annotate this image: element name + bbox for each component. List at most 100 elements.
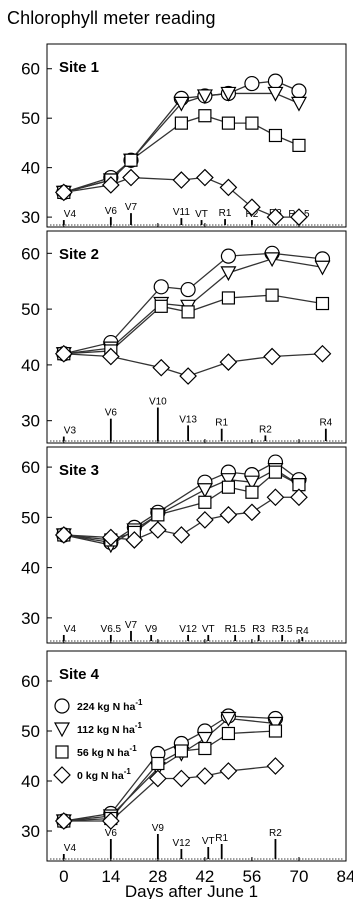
x-tick-label: 70 <box>290 867 309 886</box>
data-point-diamond <box>172 171 191 189</box>
y-tick-label: 30 <box>21 208 40 227</box>
data-point-triangle-down <box>220 86 237 102</box>
data-point-triangle-down <box>173 96 190 112</box>
legend-label: 0 kg N ha-1 <box>77 767 131 782</box>
stage-label: VT <box>202 836 215 847</box>
data-point-diamond <box>263 347 281 366</box>
data-point-square <box>124 153 138 167</box>
data-point-square <box>174 116 188 130</box>
data-point-square <box>315 296 330 311</box>
data-point-circle <box>244 75 260 92</box>
x-tick-label: 14 <box>101 867 120 886</box>
x-tick-label: 84 <box>337 867 353 886</box>
stage-label: V10 <box>149 397 167 408</box>
y-tick-label: 50 <box>21 109 40 128</box>
stage-label: V6 <box>105 828 118 839</box>
stage-label: V9 <box>152 823 165 834</box>
stage-label: R1 <box>215 833 228 844</box>
data-point-diamond <box>101 528 120 547</box>
data-point-square <box>221 291 236 305</box>
y-tick-label: 30 <box>21 609 40 628</box>
data-point-square <box>268 465 283 479</box>
stage-label: V7 <box>125 620 138 631</box>
series-line-diamond <box>63 496 299 541</box>
stage-label: R3 <box>252 624 265 635</box>
data-point-diamond <box>219 178 238 197</box>
y-tick-label: 30 <box>21 412 40 431</box>
data-point-circle <box>291 83 307 99</box>
stage-label: VT <box>202 624 215 635</box>
data-point-diamond <box>196 168 214 187</box>
data-point-square <box>245 116 259 130</box>
y-tick-label: 40 <box>21 159 40 178</box>
stage-label: V3 <box>64 426 77 437</box>
data-point-square <box>151 508 165 522</box>
panel-site-1: 30405060V4V6V7V11VTR1R2R3R3.5Site 1 <box>21 43 347 228</box>
panel-label: Site 4 <box>59 666 100 683</box>
data-point-diamond <box>101 347 120 366</box>
data-point-diamond <box>122 168 140 187</box>
legend-marker-diamond <box>53 766 71 784</box>
panel-label: Site 3 <box>59 462 99 479</box>
legend-label: 112 kg N ha-1 <box>77 721 142 736</box>
legend-marker-circle <box>54 698 70 714</box>
panel-site-3: 30 40 50 60 V4 V6.5 V7 V9 V12 VT R1.5 R3 R3.5 R4 Site … <box>21 446 347 644</box>
data-point-diamond <box>243 503 261 522</box>
x-axis-label: Days after June 1 <box>125 882 258 899</box>
data-point-circle <box>180 281 196 298</box>
stage-label: R1.5 <box>225 624 247 635</box>
data-point-square <box>265 288 279 302</box>
data-point-square <box>221 726 236 741</box>
stage-label: VT <box>195 209 208 220</box>
data-point-triangle-down <box>264 252 281 268</box>
y-tick-label: 50 <box>21 722 40 741</box>
data-point-circle <box>153 279 169 295</box>
data-point-square <box>198 109 212 123</box>
y-tick-label: 60 <box>21 672 40 691</box>
data-point-square <box>268 128 283 143</box>
stage-label: V4 <box>64 209 77 220</box>
panel-site-4: 30 40 50 60 V4 V6 V9 V12 VT R1 R2 Site 4 224 kg N ha… <box>21 650 347 862</box>
data-point-diamond <box>149 769 167 788</box>
legend-marker-square <box>55 745 69 759</box>
data-point-triangle-down <box>243 475 260 491</box>
y-tick-label: 60 <box>21 458 40 477</box>
stage-label: R4 <box>296 626 309 637</box>
data-point-diamond <box>149 521 167 539</box>
data-point-square <box>268 724 283 738</box>
data-point-diamond <box>219 353 238 371</box>
data-point-triangle-down <box>267 86 284 102</box>
data-point-diamond <box>219 505 238 524</box>
data-point-triangle-down <box>220 711 237 727</box>
panel-label: Site 1 <box>59 59 99 76</box>
data-point-square <box>174 744 188 758</box>
data-point-diamond <box>54 526 73 544</box>
y-tick-label: 40 <box>21 356 40 375</box>
y-tick-label: 60 <box>21 244 40 263</box>
data-point-diamond <box>172 526 191 544</box>
data-point-triangle-down <box>220 473 237 488</box>
data-point-triangle-down <box>196 89 213 105</box>
y-tick-label: 50 <box>21 300 40 319</box>
data-point-diamond <box>219 762 238 780</box>
data-point-diamond <box>196 511 214 529</box>
data-point-diamond <box>266 488 285 507</box>
panel-frame <box>46 446 347 644</box>
panel-frame <box>46 43 347 228</box>
data-point-diamond <box>179 367 197 385</box>
data-point-diamond <box>266 757 285 775</box>
data-point-triangle-down <box>314 260 331 276</box>
data-point-diamond <box>54 344 73 363</box>
x-tick-label: 56 <box>242 867 261 886</box>
stage-label: V6.5 <box>101 624 122 635</box>
panel-site-2: 30 40 50 60 V3 V6 V10 V13 R1 R2 R4 Site 2 <box>21 230 347 444</box>
data-point-diamond <box>243 198 261 217</box>
data-point-diamond <box>172 769 191 788</box>
stage-label: R4 <box>319 418 332 429</box>
data-point-square <box>198 495 212 509</box>
data-point-square <box>154 299 168 313</box>
data-point-triangle-down <box>290 96 307 112</box>
stage-label: V11 <box>173 207 190 218</box>
stage-label: V6 <box>105 206 118 217</box>
